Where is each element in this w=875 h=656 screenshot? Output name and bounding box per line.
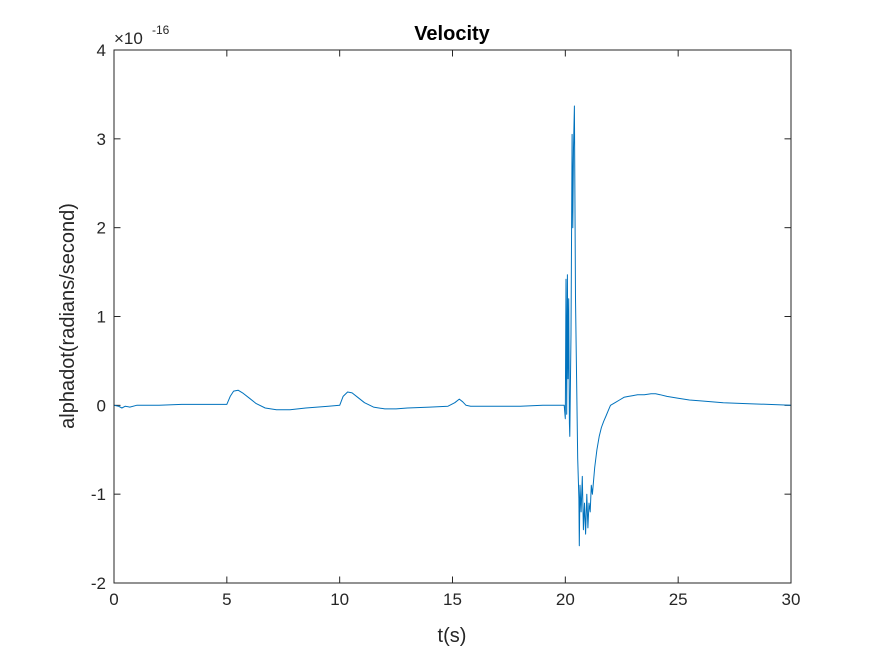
y-tick-label: 4 bbox=[97, 41, 106, 60]
series-line bbox=[113, 105, 792, 547]
x-tick-label: 5 bbox=[222, 590, 231, 609]
y-tick-label: 1 bbox=[97, 308, 106, 327]
x-tick-label: 20 bbox=[556, 590, 575, 609]
axis-ticks-group: 0 5 10 15 20 25 30 -2 -1 0 1 2 3 4 bbox=[91, 41, 801, 609]
y-tick-label: -2 bbox=[91, 574, 106, 593]
x-tick-label: 30 bbox=[782, 590, 801, 609]
y-tick-label: 3 bbox=[97, 130, 106, 149]
series-group bbox=[113, 105, 792, 547]
exponent-power-label: -16 bbox=[152, 23, 170, 37]
x-tick-label: 15 bbox=[443, 590, 462, 609]
x-tick-label: 10 bbox=[330, 590, 349, 609]
x-tick-label: 25 bbox=[669, 590, 688, 609]
x-tick-label: 0 bbox=[109, 590, 118, 609]
exponent-base-label: ×10 bbox=[114, 29, 143, 48]
y-tick-label: -1 bbox=[91, 485, 106, 504]
chart-title: Velocity bbox=[414, 23, 490, 45]
y-tick-label: 2 bbox=[97, 219, 106, 238]
plot-area-background bbox=[114, 50, 791, 583]
y-axis-label: alphadot(radians/second) bbox=[57, 203, 79, 429]
plot-area-border bbox=[113, 49, 792, 584]
x-axis-label: t(s) bbox=[438, 625, 467, 647]
y-tick-label: 0 bbox=[97, 396, 106, 415]
